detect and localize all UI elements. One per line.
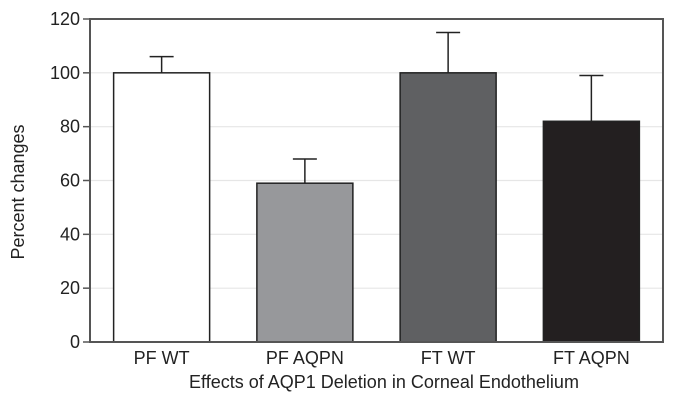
y-tick-label: 60 bbox=[60, 171, 80, 191]
bar bbox=[542, 120, 641, 343]
y-tick-label: 40 bbox=[60, 224, 80, 244]
x-axis-title: Effects of AQP1 Deletion in Corneal Endo… bbox=[189, 372, 579, 392]
y-tick-label: 100 bbox=[50, 63, 80, 83]
bar bbox=[256, 182, 354, 343]
y-tick-label: 0 bbox=[70, 332, 80, 352]
plot-frame bbox=[89, 18, 664, 343]
error-bars bbox=[149, 31, 604, 184]
y-tick-label: 120 bbox=[50, 9, 80, 29]
x-tick-label: FT WT bbox=[421, 348, 476, 368]
bars bbox=[112, 72, 641, 343]
y-tick-label: 80 bbox=[60, 117, 80, 137]
axes: 0 20 40 60 80 100 120 PF WT PF AQPN FT WT FT AQPN bbox=[50, 9, 664, 368]
bar bbox=[112, 72, 211, 343]
x-tick-label: FT AQPN bbox=[553, 348, 630, 368]
y-axis-title: Percent changes bbox=[8, 124, 28, 259]
x-tick-label: PF AQPN bbox=[266, 348, 344, 368]
bar bbox=[399, 72, 497, 343]
y-tick-label: 20 bbox=[60, 278, 80, 298]
x-tick-label: PF WT bbox=[134, 348, 190, 368]
